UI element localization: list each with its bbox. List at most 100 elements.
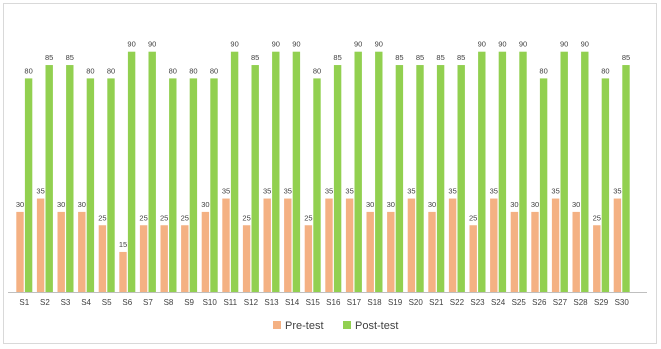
post-test-data-label-s27: 90: [560, 40, 568, 49]
pre-test-data-label-s17: 35: [345, 187, 353, 196]
pre-test-data-label-s1: 30: [16, 200, 24, 209]
post-test-bar-s23: [478, 51, 486, 293]
pre-test-data-label-s21: 30: [428, 200, 436, 209]
post-test-bar-s17: [354, 51, 362, 293]
post-test-data-label-s5: 80: [107, 66, 115, 75]
pre-test-data-label-s11: 35: [222, 187, 230, 196]
pre-test-bar-s21: [428, 211, 436, 292]
post-test-bar-s15: [313, 78, 321, 293]
post-test-bar-s4: [86, 78, 95, 293]
pre-test-bar-s8: [160, 225, 168, 292]
post-test-bar-s21: [436, 65, 445, 292]
x-tick-label-s22: S22: [450, 298, 465, 307]
x-tick-label-s24: S24: [491, 298, 506, 307]
pre-test-bar-s23: [469, 225, 477, 292]
pre-test-data-label-s30: 35: [613, 187, 621, 196]
post-test-data-label-s24: 90: [498, 40, 506, 49]
pre-test-bar-s3: [57, 211, 65, 292]
post-test-bar-s22: [457, 65, 465, 292]
legend-item-post-test-label: Post-test: [355, 320, 398, 332]
legend-item-pre-test-label: Pre-test: [285, 320, 324, 332]
pre-test-data-label-s14: 35: [284, 187, 292, 196]
post-test-data-label-s6: 90: [127, 40, 135, 49]
pre-test-bar-s7: [139, 225, 148, 292]
x-tick-label-s20: S20: [409, 298, 424, 307]
pre-test-data-label-s27: 35: [551, 187, 559, 196]
post-test-data-label-s30: 85: [622, 53, 630, 62]
x-tick-label-s13: S13: [264, 298, 279, 307]
post-test-data-label-s12: 85: [251, 53, 259, 62]
post-test-bar-s11: [230, 51, 239, 293]
post-test-data-label-s11: 90: [230, 40, 238, 49]
x-tick-label-s21: S21: [429, 298, 444, 307]
post-test-bar-s1: [24, 78, 33, 293]
x-tick-label-s19: S19: [388, 298, 403, 307]
x-tick-label-s16: S16: [326, 298, 341, 307]
x-tick-label-s30: S30: [615, 298, 630, 307]
pre-test-bar-s6: [119, 251, 127, 292]
pre-test-bar-s2: [36, 198, 45, 292]
post-test-data-label-s15: 80: [313, 66, 321, 75]
pre-test-data-label-s9: 25: [181, 213, 189, 222]
legend: Pre-test Post-test: [273, 320, 398, 332]
pre-test-data-label-s2: 35: [36, 187, 44, 196]
pre-test-data-label-s29: 25: [593, 213, 601, 222]
post-test-bar-s13: [272, 51, 280, 293]
post-test-data-label-s16: 85: [333, 53, 341, 62]
x-tick-label-s2: S2: [40, 298, 50, 307]
pre-test-bar-s14: [284, 198, 292, 292]
x-tick-label-s8: S8: [164, 298, 174, 307]
pre-test-bar-s16: [325, 198, 333, 292]
pre-test-data-label-s15: 25: [304, 213, 312, 222]
pre-test-data-label-s26: 30: [531, 200, 539, 209]
pre-test-bar-s26: [531, 211, 539, 292]
x-tick-label-s10: S10: [203, 298, 218, 307]
pre-test-data-label-s23: 25: [469, 213, 477, 222]
data-labels-layer: 30 80 35 85 30 85 30 80 25 80 15 90 25 90 25 80 25 80 30 80…: [16, 40, 630, 249]
post-test-data-label-s18: 90: [375, 40, 383, 49]
pre-test-bar-s24: [490, 198, 498, 292]
pre-test-bar-s30: [613, 198, 622, 292]
x-tick-label-s9: S9: [184, 298, 194, 307]
pre-test-bar-s18: [366, 211, 374, 292]
x-tick-label-s28: S28: [573, 298, 588, 307]
pre-test-bar-s9: [181, 225, 189, 292]
post-test-data-label-s26: 80: [539, 66, 547, 75]
x-tick-label-s11: S11: [223, 298, 237, 307]
x-tick-label-s17: S17: [347, 298, 362, 307]
post-test-data-label-s1: 80: [24, 66, 32, 75]
pre-test-bar-s27: [551, 198, 560, 292]
pre-test-data-label-s8: 25: [160, 213, 168, 222]
x-tick-label-s12: S12: [244, 298, 259, 307]
pre-test-bar-s13: [263, 198, 271, 292]
pre-test-data-label-s12: 25: [242, 213, 250, 222]
post-test-bar-s6: [127, 51, 136, 293]
x-tick-label-s5: S5: [102, 298, 112, 307]
post-test-bar-s27: [560, 51, 568, 293]
pre-test-data-label-s22: 35: [448, 187, 456, 196]
post-test-data-label-s23: 90: [478, 40, 486, 49]
x-tick-label-s4: S4: [81, 298, 91, 307]
x-tick-label-s27: S27: [553, 298, 568, 307]
x-tick-label-s23: S23: [470, 298, 485, 307]
post-test-bar-s9: [189, 78, 198, 293]
post-test-data-label-s14: 90: [292, 40, 300, 49]
x-tick-label-s7: S7: [143, 298, 153, 307]
pre-test-data-label-s4: 30: [78, 200, 86, 209]
x-tick-label-s3: S3: [61, 298, 71, 307]
pre-test-data-label-s3: 30: [57, 200, 65, 209]
pre-test-bar-s12: [242, 225, 251, 292]
legend-item-post-test-swatch: [343, 321, 351, 329]
pre-test-bar-s25: [510, 211, 519, 292]
post-test-bar-s2: [45, 65, 53, 292]
legend-item-post-test: Post-test: [343, 320, 398, 332]
post-test-data-label-s10: 80: [210, 66, 218, 75]
post-test-data-label-s17: 90: [354, 40, 362, 49]
post-test-bar-s19: [395, 65, 404, 292]
post-test-data-label-s25: 90: [519, 40, 527, 49]
post-test-bar-s24: [498, 51, 507, 293]
pre-test-bar-s22: [448, 198, 457, 292]
bars-layer: [16, 51, 630, 293]
post-test-data-label-s28: 90: [581, 40, 589, 49]
